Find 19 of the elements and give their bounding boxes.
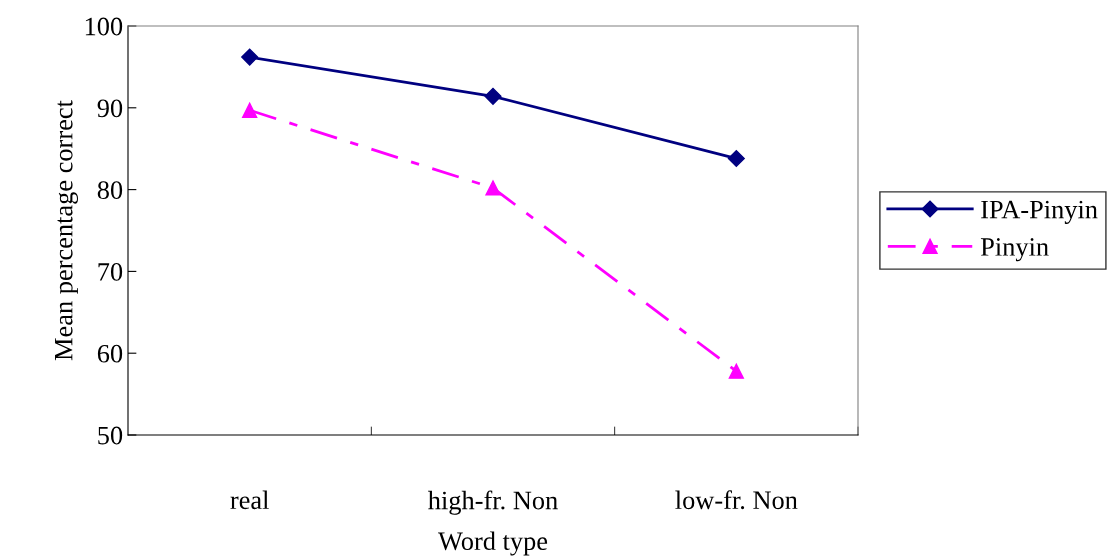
y-tick-label: 80 (97, 181, 123, 200)
y-axis-title: Mean percentage correct (55, 100, 78, 361)
y-tick-label: 60 (97, 344, 123, 363)
point (484, 87, 502, 105)
y-tick-label: 90 (97, 99, 123, 118)
x-tick-label: high-fr. Non (428, 490, 558, 515)
point (727, 149, 745, 168)
x-tick-label: real (230, 490, 269, 510)
legend-label: IPA-Pinyin (981, 200, 1098, 224)
y-tick-label: 100 (85, 17, 123, 36)
x-axis-title: Word type (438, 531, 548, 556)
y-tick-label: 70 (98, 263, 123, 281)
point (485, 180, 501, 196)
point (241, 48, 259, 66)
y-tick-label: 50 (98, 426, 123, 445)
legend-label: Pinyin (980, 238, 1049, 262)
point (728, 363, 744, 379)
x-tick-label: low-fr. Non (675, 490, 798, 510)
point (242, 102, 258, 118)
